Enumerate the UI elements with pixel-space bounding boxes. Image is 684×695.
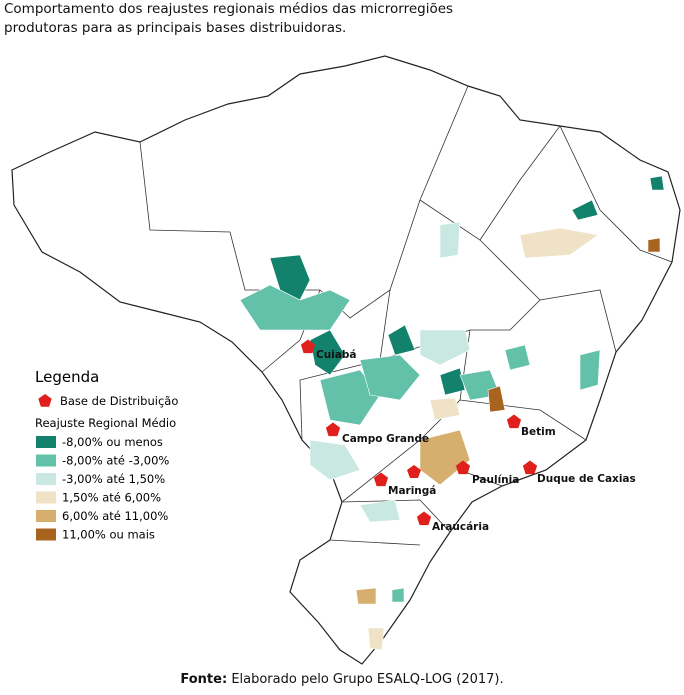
legend-swatch	[36, 491, 56, 504]
legend-scale-title: Reajuste Regional Médio	[35, 416, 176, 430]
legend-base-marker	[38, 394, 52, 407]
legend-label: 11,00% ou mais	[62, 528, 155, 542]
region	[391, 587, 405, 603]
region	[487, 385, 506, 413]
region	[367, 627, 385, 651]
base-marker	[300, 339, 316, 354]
region	[359, 499, 401, 523]
legend-base-label: Base de Distribuição	[60, 394, 178, 408]
city-label: Duque de Caxias	[537, 473, 636, 485]
region	[419, 329, 471, 366]
region	[359, 354, 421, 401]
city-label: Betim	[521, 426, 556, 438]
legend-swatch	[36, 436, 56, 448]
city-label: Campo Grande	[342, 433, 429, 445]
city-label: Cuiabá	[316, 349, 356, 361]
regions	[239, 175, 665, 651]
region	[319, 369, 381, 426]
map: Legenda Base de Distribuição Reajuste Re…	[11, 55, 681, 665]
region	[269, 254, 311, 301]
region	[429, 397, 461, 421]
legend-swatch	[36, 473, 56, 485]
legend-label: -3,00% até 1,50%	[62, 472, 165, 486]
city-label: Maringá	[388, 485, 436, 497]
legend-label: 6,00% até 11,00%	[62, 509, 168, 523]
region	[579, 349, 601, 391]
region	[519, 227, 599, 259]
base-marker	[325, 422, 341, 437]
region	[355, 587, 377, 605]
region	[309, 329, 346, 376]
legend-label: 1,50% até 6,00%	[62, 491, 161, 505]
region	[504, 344, 531, 371]
country-outline	[11, 55, 681, 665]
legend-label: -8,00% até -3,00%	[62, 454, 169, 468]
source-prefix: Fonte:	[180, 672, 228, 687]
region	[419, 429, 471, 486]
source: Fonte: Elaborado pelo Grupo ESALQ-LOG (2…	[0, 672, 684, 687]
city-label: Paulínia	[472, 474, 519, 486]
city-label: Araucária	[432, 521, 489, 533]
legend-swatch	[36, 510, 56, 522]
legend-title: Legenda	[35, 368, 99, 386]
region	[647, 237, 661, 253]
region	[649, 175, 665, 191]
source-text: Elaborado pelo Grupo ESALQ-LOG (2017).	[231, 672, 504, 687]
legend-swatch	[36, 528, 56, 541]
legend-label: -8,00% ou menos	[62, 435, 163, 449]
base-marker	[407, 465, 421, 478]
region	[571, 199, 599, 221]
region	[309, 439, 361, 481]
base-marker	[416, 511, 432, 526]
base-marker	[522, 460, 538, 475]
region	[239, 284, 351, 331]
legend-swatch	[36, 454, 56, 467]
region	[387, 324, 416, 356]
base-marker	[506, 414, 522, 429]
base-marker	[455, 460, 471, 475]
legend: Legenda Base de Distribuição Reajuste Re…	[35, 368, 178, 542]
region	[439, 221, 461, 259]
base-marker	[373, 472, 389, 487]
region	[439, 367, 466, 396]
title: Comportamento dos reajustes regionais mé…	[4, 1, 454, 36]
